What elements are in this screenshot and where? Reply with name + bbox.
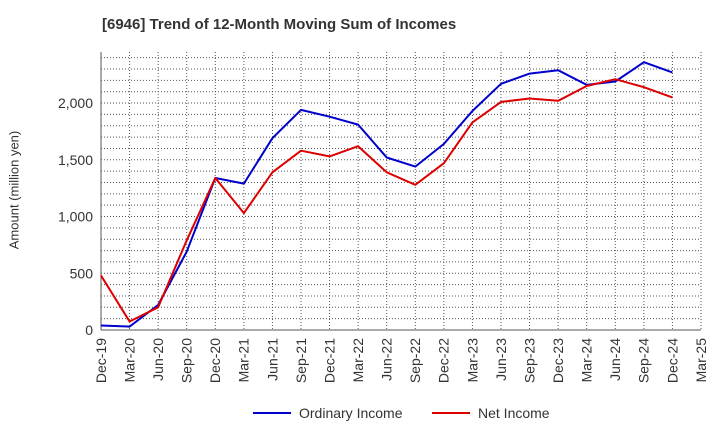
series-line-ordinary-income bbox=[100, 61, 673, 328]
x-tick-label: Mar-21 bbox=[236, 338, 252, 383]
legend-label-net-income: Net Income bbox=[478, 405, 550, 421]
x-tick-label: Dec-22 bbox=[436, 338, 452, 383]
x-tick-label: Jun-20 bbox=[150, 338, 166, 381]
series-line-net-income bbox=[100, 78, 673, 323]
x-tick-label: Jun-23 bbox=[493, 338, 509, 381]
x-tick-label: Sep-20 bbox=[179, 338, 195, 383]
legend-swatch-net-income bbox=[432, 412, 470, 414]
y-tick-label: 1,500 bbox=[58, 152, 93, 168]
x-tick-label: Dec-21 bbox=[321, 338, 337, 383]
legend-item-ordinary-income: Ordinary Income bbox=[253, 405, 402, 421]
legend-label-ordinary-income: Ordinary Income bbox=[299, 405, 403, 421]
x-tick-label: Mar-22 bbox=[350, 338, 366, 383]
x-tick-label: Mar-20 bbox=[121, 338, 137, 383]
x-tick-label: Mar-24 bbox=[579, 338, 595, 383]
y-tick-label: 2,000 bbox=[58, 95, 93, 111]
x-tick-label: Mar-23 bbox=[464, 338, 480, 383]
x-tick-label: Jun-21 bbox=[264, 338, 280, 381]
x-tick-label: Mar-25 bbox=[693, 338, 709, 383]
x-tick-label: Jun-24 bbox=[607, 338, 623, 381]
x-tick-label: Dec-20 bbox=[207, 338, 223, 383]
x-tick-label: Dec-23 bbox=[550, 338, 566, 383]
legend: Ordinary Income Net Income bbox=[0, 405, 720, 425]
x-tick-label: Sep-22 bbox=[407, 338, 423, 383]
x-tick-label: Dec-19 bbox=[93, 338, 109, 383]
x-tick-label: Dec-24 bbox=[664, 338, 680, 383]
legend-item-net-income: Net Income bbox=[432, 405, 550, 421]
y-tick-label: 1,000 bbox=[58, 209, 93, 225]
x-tick-label: Sep-24 bbox=[636, 338, 652, 383]
y-tick-label: 500 bbox=[70, 265, 94, 281]
legend-swatch-ordinary-income bbox=[253, 412, 291, 414]
x-tick-label: Jun-22 bbox=[379, 338, 395, 381]
chart-title: [6946] Trend of 12-Month Moving Sum of I… bbox=[102, 16, 457, 33]
x-tick-label: Sep-23 bbox=[521, 338, 537, 383]
x-tick-label: Sep-21 bbox=[293, 338, 309, 383]
y-tick-label: 0 bbox=[85, 322, 93, 338]
plot-background bbox=[101, 52, 701, 330]
